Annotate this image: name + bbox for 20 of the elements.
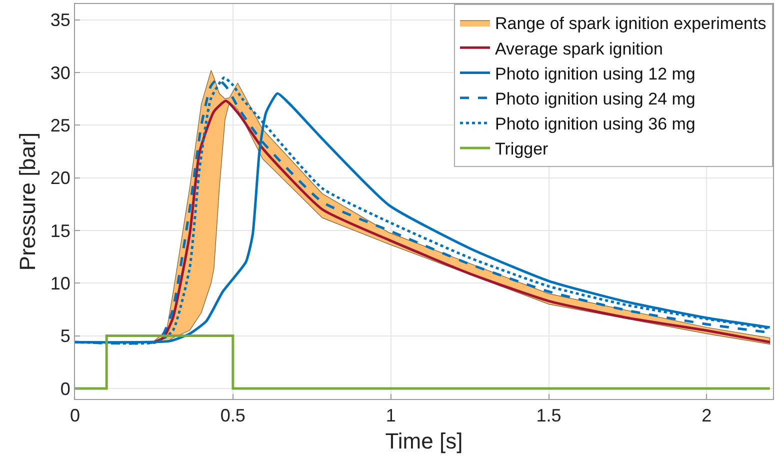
legend-label: Photo ignition using 36 mg <box>495 114 696 134</box>
y-tick-label: 35 <box>50 10 70 30</box>
y-tick-label: 30 <box>50 62 70 83</box>
legend-label: Photo ignition using 12 mg <box>495 64 696 84</box>
legend-label: Photo ignition using 24 mg <box>495 89 696 108</box>
x-tick-label: 2 <box>702 406 712 426</box>
legend-label: Range of spark ignition experiments <box>495 14 766 34</box>
x-tick-label: 1.5 <box>536 406 562 426</box>
y-tick-label: 25 <box>50 115 70 136</box>
y-tick-label: 20 <box>50 168 70 188</box>
x-tick-label: 1 <box>386 406 396 426</box>
x-tick-label: 0.5 <box>220 406 246 426</box>
y-tick-label: 10 <box>50 273 70 294</box>
y-tick-label: 5 <box>60 326 70 346</box>
y-tick-label: 0 <box>60 378 70 399</box>
legend-label: Average spark ignition <box>495 39 663 58</box>
x-axis-title: Time [s] <box>385 428 463 454</box>
legend-label: Trigger <box>495 140 549 159</box>
y-tick-label: 15 <box>50 220 70 241</box>
y-axis-title: Pressure [bar] <box>15 132 40 271</box>
